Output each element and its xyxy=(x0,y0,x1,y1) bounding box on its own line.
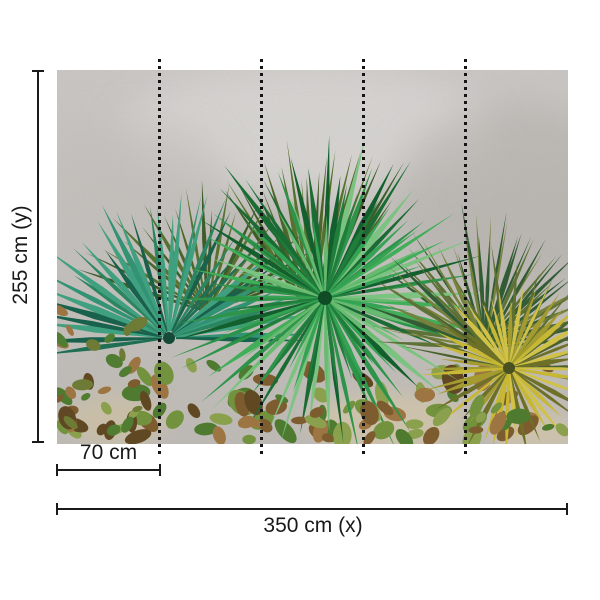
total-width-label: 350 cm (x) xyxy=(263,514,363,537)
height-label: 255 cm (y) xyxy=(9,205,32,305)
photo-grain-overlay xyxy=(57,70,568,444)
panel-cut-line-4 xyxy=(464,59,467,454)
palm-wall-illustration xyxy=(57,70,568,444)
panel-cut-line-3 xyxy=(362,59,365,454)
mural-photo xyxy=(57,70,568,444)
panel-width-label: 70 cm xyxy=(79,441,138,464)
panel-cut-line-1 xyxy=(158,59,161,454)
panel-width-dimension-line xyxy=(56,464,161,476)
panel-cut-line-2 xyxy=(260,59,263,454)
total-width-dimension-line xyxy=(56,503,568,515)
height-dimension-line xyxy=(32,70,44,443)
